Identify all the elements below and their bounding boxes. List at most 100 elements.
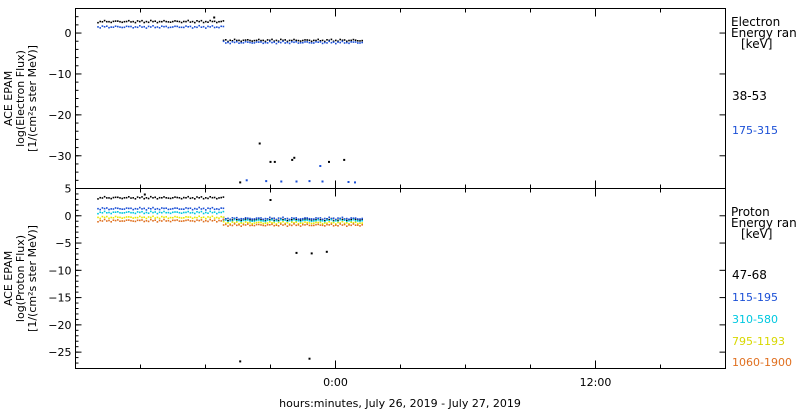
data-point	[319, 220, 322, 222]
data-point	[319, 165, 322, 167]
data-point	[324, 40, 326, 43]
y-axis-label-line: [1/(cm²s ster MeV)]	[26, 45, 39, 152]
data-point	[112, 20, 115, 23]
data-point	[293, 156, 296, 159]
data-point	[317, 223, 319, 226]
data-point	[196, 208, 198, 210]
data-point	[247, 219, 249, 221]
data-point	[114, 211, 117, 213]
data-point	[249, 217, 251, 220]
data-point	[337, 217, 339, 219]
data-point	[145, 27, 148, 29]
data-point	[112, 217, 115, 219]
data-point	[123, 20, 126, 23]
legend-entry: 310-580	[732, 313, 778, 326]
data-point	[130, 21, 132, 23]
data-point	[141, 208, 143, 210]
data-point	[341, 216, 344, 219]
electron-panel-frame	[75, 8, 726, 189]
data-point	[352, 223, 355, 225]
data-point	[286, 219, 289, 222]
data-point	[125, 216, 128, 218]
data-point	[326, 223, 328, 226]
data-point	[339, 38, 341, 41]
data-point	[152, 197, 154, 199]
data-point	[163, 210, 165, 213]
data-point	[99, 211, 101, 214]
data-point	[238, 219, 240, 222]
data-point	[169, 216, 172, 219]
data-point	[262, 222, 264, 225]
data-point	[121, 26, 123, 29]
data-point	[128, 207, 130, 210]
data-point	[103, 207, 106, 210]
data-point	[101, 212, 104, 214]
data-point	[110, 197, 112, 200]
data-point	[132, 217, 134, 219]
data-point	[211, 20, 214, 23]
data-point	[286, 40, 289, 43]
data-point	[194, 220, 196, 223]
data-point	[213, 26, 216, 29]
y-axis-label-line: [1/(cm²s ster MeV)]	[26, 225, 39, 332]
data-point	[299, 218, 302, 220]
data-point	[335, 224, 337, 226]
data-point	[158, 27, 161, 29]
data-point	[244, 39, 247, 41]
data-point	[156, 216, 159, 219]
data-point	[269, 199, 272, 201]
data-point	[258, 219, 260, 221]
data-point	[191, 20, 194, 23]
data-point	[167, 21, 170, 23]
data-point	[205, 217, 207, 220]
data-point	[143, 25, 145, 28]
data-point	[196, 216, 198, 219]
data-point	[134, 207, 137, 210]
data-point	[328, 160, 330, 163]
data-point	[348, 42, 350, 45]
data-point	[350, 224, 352, 227]
data-point	[163, 218, 165, 221]
data-point	[308, 224, 311, 227]
data-point	[141, 216, 143, 219]
data-point	[251, 219, 253, 222]
data-point	[264, 40, 267, 43]
data-point	[361, 219, 363, 221]
data-point	[200, 196, 203, 198]
legend-title-line: Electron	[731, 15, 780, 29]
data-point	[324, 41, 326, 44]
data-point	[324, 220, 326, 223]
data-point	[218, 217, 220, 219]
data-point	[194, 21, 196, 24]
data-point	[191, 197, 194, 199]
data-point	[121, 217, 123, 219]
data-point	[225, 219, 227, 221]
data-point	[216, 26, 218, 28]
data-point	[194, 216, 196, 219]
data-point	[324, 219, 326, 222]
data-point	[280, 38, 282, 41]
data-point	[134, 220, 137, 223]
data-point	[130, 219, 132, 222]
data-point	[132, 20, 134, 23]
data-point	[227, 40, 229, 43]
data-point	[196, 20, 198, 22]
data-point	[200, 216, 203, 219]
data-point	[183, 20, 185, 23]
data-point	[128, 216, 130, 218]
data-point	[207, 207, 209, 209]
data-point	[347, 181, 350, 183]
data-point	[242, 39, 245, 42]
data-point	[295, 41, 297, 43]
data-point	[141, 219, 143, 221]
data-point	[275, 39, 278, 42]
data-point	[231, 219, 234, 221]
data-point	[233, 41, 236, 44]
data-point	[191, 208, 194, 211]
data-point	[332, 219, 335, 222]
data-point	[132, 27, 134, 29]
data-point	[130, 25, 132, 28]
data-point	[139, 206, 141, 209]
data-point	[341, 39, 344, 42]
data-point	[213, 20, 216, 23]
